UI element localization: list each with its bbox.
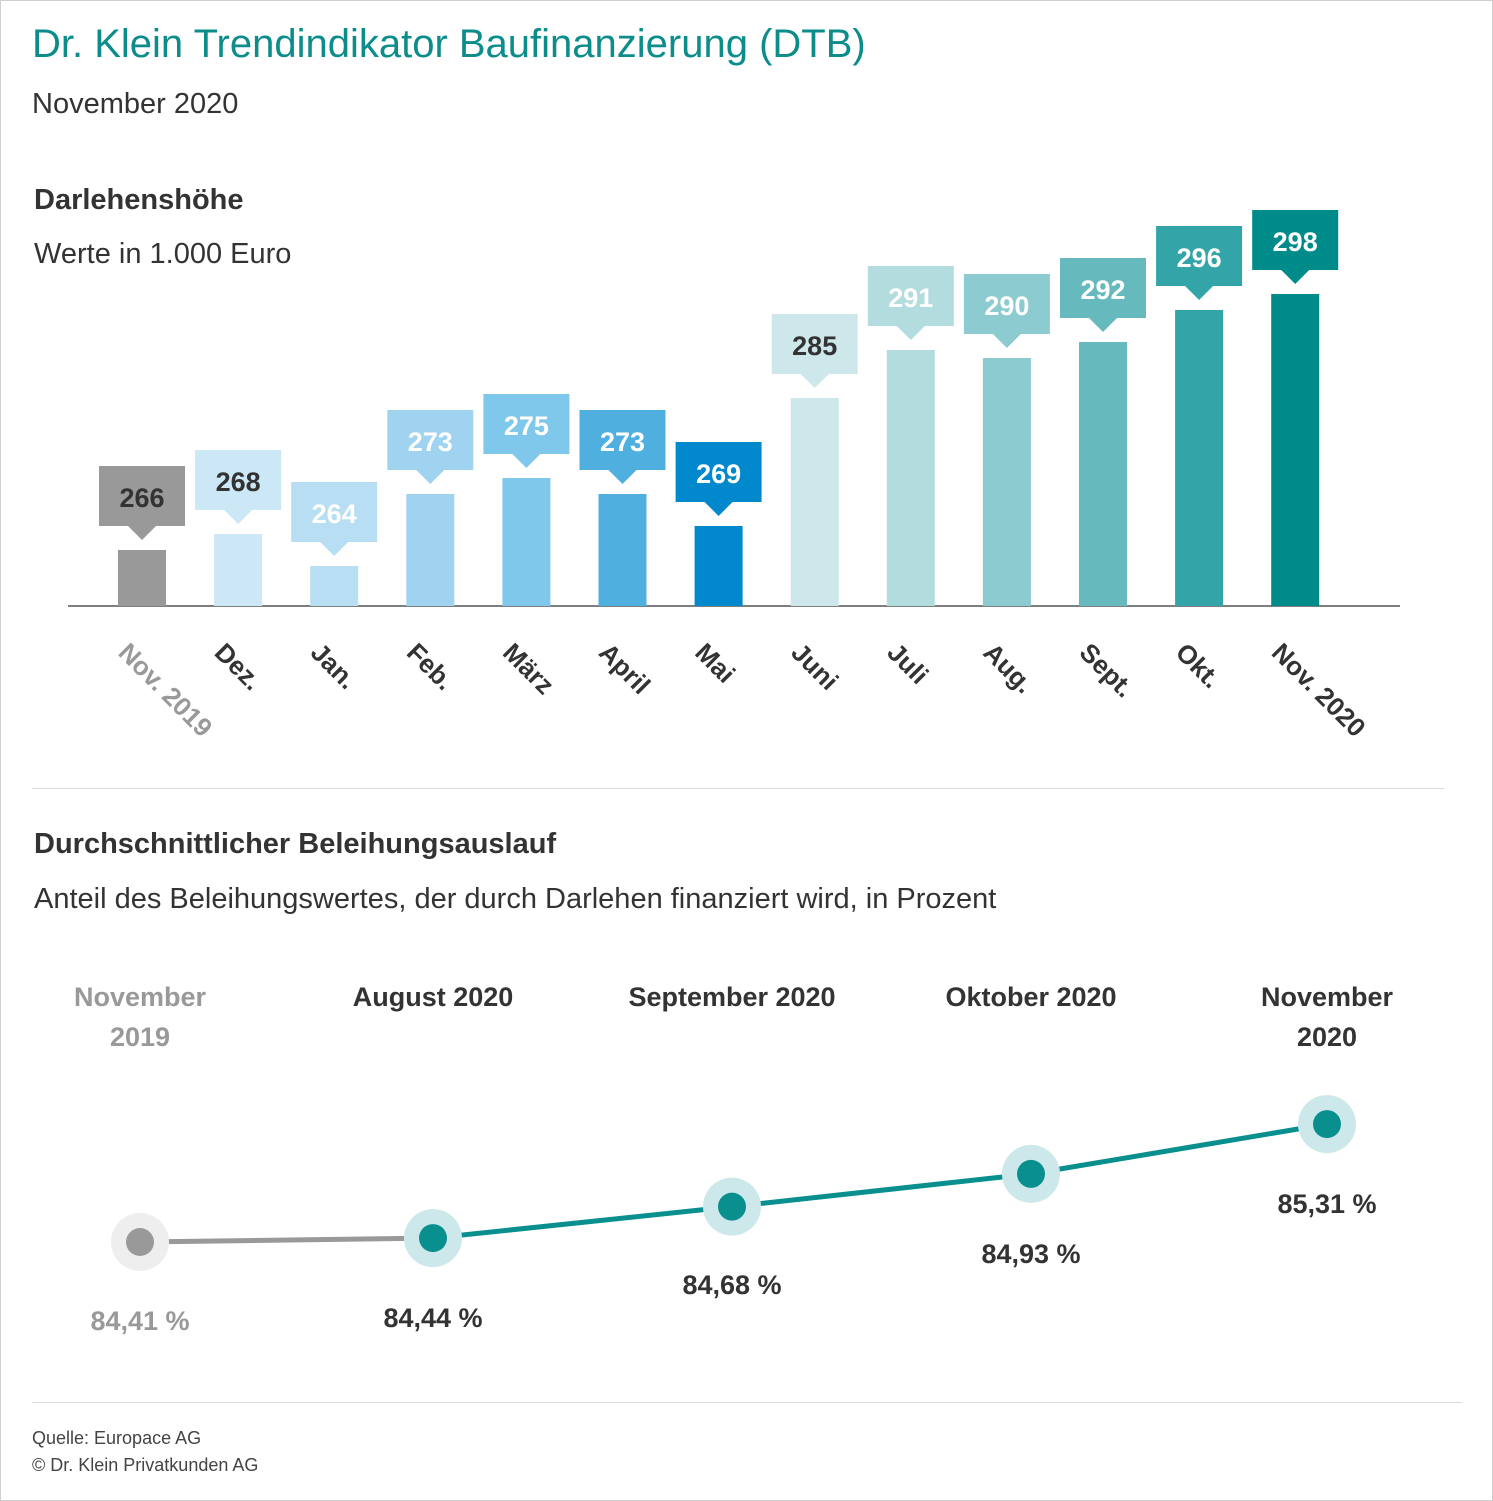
bar xyxy=(886,350,935,606)
data-label: 84,41 % xyxy=(90,1306,189,1336)
value-callout xyxy=(483,394,570,468)
data-label: 84,44 % xyxy=(383,1303,482,1333)
value-callout xyxy=(579,410,666,484)
line-chart-title: Durchschnittlicher Beleihungsauslauf xyxy=(34,828,557,860)
value-callout xyxy=(963,274,1050,348)
value-callout xyxy=(99,466,185,540)
page-title: Dr. Klein Trendindikator Baufinanzierung… xyxy=(32,22,866,66)
bar xyxy=(790,398,839,606)
bar xyxy=(214,534,263,606)
data-point xyxy=(1313,1110,1341,1139)
bar xyxy=(1175,310,1224,606)
data-label: 85,31 % xyxy=(1277,1189,1376,1219)
value-callout xyxy=(771,314,858,388)
value-callout xyxy=(1252,210,1339,284)
value-callout xyxy=(675,442,762,516)
data-point xyxy=(419,1224,447,1253)
category-label: November xyxy=(1261,982,1394,1012)
value-callout xyxy=(1156,226,1243,300)
footer-divider xyxy=(32,1402,1462,1403)
value-callout xyxy=(195,450,282,524)
data-point xyxy=(718,1192,746,1221)
data-label: 292 xyxy=(1080,275,1125,305)
page-subtitle: November 2020 xyxy=(32,88,239,120)
bar xyxy=(310,566,359,606)
line-segment xyxy=(430,1204,735,1241)
category-label: August 2020 xyxy=(353,982,514,1012)
source-note: Quelle: Europace AG xyxy=(32,1428,202,1448)
bar xyxy=(982,358,1031,606)
category-label: 2020 xyxy=(1297,1022,1357,1052)
data-label: 84,68 % xyxy=(682,1270,781,1300)
data-point xyxy=(126,1228,154,1256)
value-callout xyxy=(1060,258,1146,332)
category-label: November xyxy=(74,982,207,1012)
value-callout xyxy=(867,266,954,340)
data-label: 275 xyxy=(504,411,549,441)
line-chart: 84,41 % November 2019 84,44 % August 2020 84,… xyxy=(74,982,1394,1336)
bar xyxy=(1079,342,1127,606)
data-label: 266 xyxy=(119,483,164,513)
category-label: Oktober 2020 xyxy=(945,982,1116,1012)
bar-chart-subtitle: Werte in 1.000 Euro xyxy=(34,238,292,270)
line-segment xyxy=(1028,1121,1330,1177)
bar xyxy=(502,478,551,606)
bar xyxy=(1271,294,1320,606)
data-label: 273 xyxy=(600,427,645,457)
data-point xyxy=(1017,1159,1045,1188)
bar xyxy=(118,550,166,606)
line-segment xyxy=(729,1171,1034,1210)
data-label: 296 xyxy=(1177,243,1222,273)
data-label: 298 xyxy=(1273,227,1318,257)
data-label: 269 xyxy=(696,459,741,489)
bar-chart-title: Darlehenshöhe xyxy=(34,184,244,216)
bar xyxy=(406,494,455,606)
value-callout xyxy=(387,410,474,484)
bar xyxy=(694,526,743,606)
data-label: 290 xyxy=(984,291,1029,321)
data-label: 268 xyxy=(216,467,261,497)
line-segment xyxy=(139,1235,434,1245)
category-label: September 2020 xyxy=(628,982,835,1012)
section-divider xyxy=(32,788,1444,789)
category-label: 2019 xyxy=(110,1022,170,1052)
data-label: 291 xyxy=(888,283,933,313)
bar xyxy=(598,494,647,606)
data-label: 273 xyxy=(408,427,453,457)
line-chart-subtitle: Anteil des Beleihungswertes, der durch D… xyxy=(34,883,997,915)
copyright-note: © Dr. Klein Privatkunden AG xyxy=(32,1455,259,1475)
data-label: 84,93 % xyxy=(981,1239,1080,1269)
value-callout xyxy=(291,482,378,556)
data-label: 285 xyxy=(792,331,837,361)
data-label: 264 xyxy=(312,499,357,529)
